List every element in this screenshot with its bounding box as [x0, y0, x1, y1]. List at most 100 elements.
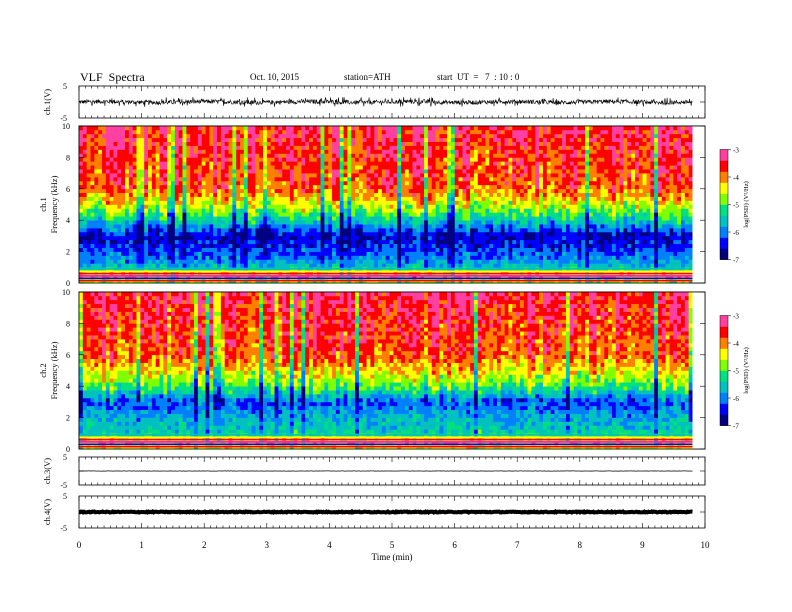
- spectrogram-cell: [588, 212, 594, 217]
- spectrogram-cell: [623, 204, 628, 209]
- spectrogram-cell: [90, 259, 95, 264]
- spectrogram-cell: [259, 220, 264, 225]
- spectrogram-cell: [661, 263, 666, 268]
- spectrogram-cell: [665, 275, 670, 280]
- spectrogram-cell: [335, 275, 341, 280]
- spectrogram-cell: [370, 228, 375, 233]
- spectrogram-cell: [305, 184, 310, 190]
- spectrogram-cell: [546, 239, 551, 245]
- spectrogram-cell: [205, 239, 210, 245]
- spectrogram-cell: [366, 228, 371, 233]
- spectrogram-cell: [485, 220, 490, 225]
- spectrogram-cell: [431, 247, 436, 252]
- spectrogram-cell: [148, 259, 153, 264]
- spectrogram-cell: [201, 192, 206, 197]
- spectrogram-cell: [194, 239, 199, 245]
- spectrogram-cell: [79, 247, 84, 252]
- spectrogram-cell: [454, 192, 459, 197]
- spectrogram-cell: [117, 263, 122, 268]
- spectrogram-cell: [121, 212, 126, 217]
- spectrogram-cell: [163, 235, 168, 241]
- spectrogram-cell: [431, 275, 436, 280]
- spectrogram-cell: [466, 247, 471, 252]
- spectrogram-cell: [332, 184, 337, 190]
- spectrogram-cell: [201, 228, 206, 233]
- spectrogram-cell: [393, 235, 398, 241]
- spectrogram-cell: [473, 208, 479, 213]
- spectrogram-cell: [558, 188, 563, 194]
- spectrogram-cell: [516, 251, 521, 256]
- spectrogram-cell: [251, 188, 256, 194]
- spectrogram-cell: [523, 235, 528, 241]
- spectrogram-cell: [167, 228, 172, 233]
- spectrogram-cell: [79, 231, 84, 237]
- spectrogram-cell: [512, 255, 517, 260]
- spectrogram-cell: [673, 192, 678, 197]
- spectrogram-cell: [470, 255, 475, 260]
- spectrogram-cell: [178, 204, 183, 209]
- spectrogram-cell: [362, 235, 367, 241]
- spectrogram-cell: [247, 251, 252, 256]
- spectrogram-cell: [581, 220, 586, 225]
- spectrogram-cell: [82, 243, 87, 248]
- spectrogram-cell: [546, 228, 551, 233]
- spectrogram-cell: [389, 231, 394, 237]
- spectrogram-cell: [305, 224, 310, 229]
- spectrogram-cell: [289, 235, 295, 241]
- spectrogram-cell: [619, 208, 624, 213]
- spectrogram-cell: [217, 263, 222, 268]
- spectrogram-cell: [220, 235, 225, 241]
- spectrogram-cell: [343, 231, 348, 237]
- spectrogram-cell: [278, 196, 283, 201]
- spectrogram-cell: [669, 251, 674, 256]
- spectrogram-cell: [496, 220, 502, 225]
- spectrogram-cell: [366, 224, 371, 229]
- spectrogram-cell: [163, 188, 168, 194]
- spectrogram-cell: [427, 263, 433, 268]
- spectrogram-cell: [516, 204, 521, 209]
- spectrogram-cell: [661, 231, 666, 237]
- spectrogram-cell: [148, 247, 153, 252]
- spectrogram-cell: [159, 239, 164, 245]
- spectrogram-cell: [608, 204, 613, 209]
- spectrogram-cell: [309, 259, 314, 264]
- spectrogram-cell: [312, 243, 318, 248]
- spectrogram-cell: [569, 247, 574, 252]
- spectrogram-cell: [121, 200, 126, 205]
- spectrogram-cell: [489, 224, 494, 229]
- spectrogram-cell: [121, 275, 126, 280]
- spectrogram-cell: [274, 200, 279, 205]
- spectrogram-cell: [232, 275, 237, 280]
- spectrogram-cell: [240, 204, 245, 209]
- spectrogram-cell: [669, 224, 674, 229]
- spectrogram-cell: [366, 188, 371, 194]
- spectrogram-cell: [493, 228, 498, 233]
- spectrogram-cell: [519, 196, 525, 201]
- spectrogram-cell: [320, 184, 325, 190]
- spectrogram-cell: [98, 235, 103, 241]
- spectrogram-cell: [186, 224, 191, 229]
- spectrogram-cell: [496, 243, 502, 248]
- spectrogram-cell: [654, 208, 659, 213]
- spectrogram-cell: [159, 243, 164, 248]
- spectrogram-cell: [546, 220, 551, 225]
- spectrogram-cell: [500, 212, 505, 217]
- spectrogram-cell: [309, 239, 314, 245]
- spectrogram-cell: [523, 251, 528, 256]
- spectrogram-cell: [136, 235, 141, 241]
- spectrogram-cell: [385, 247, 390, 252]
- spectrogram-cell: [159, 188, 164, 194]
- spectrogram-cell: [385, 188, 390, 194]
- spectrogram-cell: [117, 231, 122, 237]
- spectrogram-cell: [102, 208, 107, 213]
- spectrogram-cell: [454, 231, 459, 237]
- spectrogram-cell: [121, 251, 126, 256]
- spectrogram-cell: [347, 220, 352, 225]
- spectrogram-cell: [611, 192, 617, 197]
- spectrogram-cell: [688, 216, 693, 221]
- spectrogram-cell: [274, 216, 279, 221]
- spectrogram-cell: [155, 255, 160, 260]
- spectrogram-cell: [519, 208, 525, 213]
- spectrogram-cell: [519, 231, 525, 237]
- spectrogram-cell: [680, 239, 686, 245]
